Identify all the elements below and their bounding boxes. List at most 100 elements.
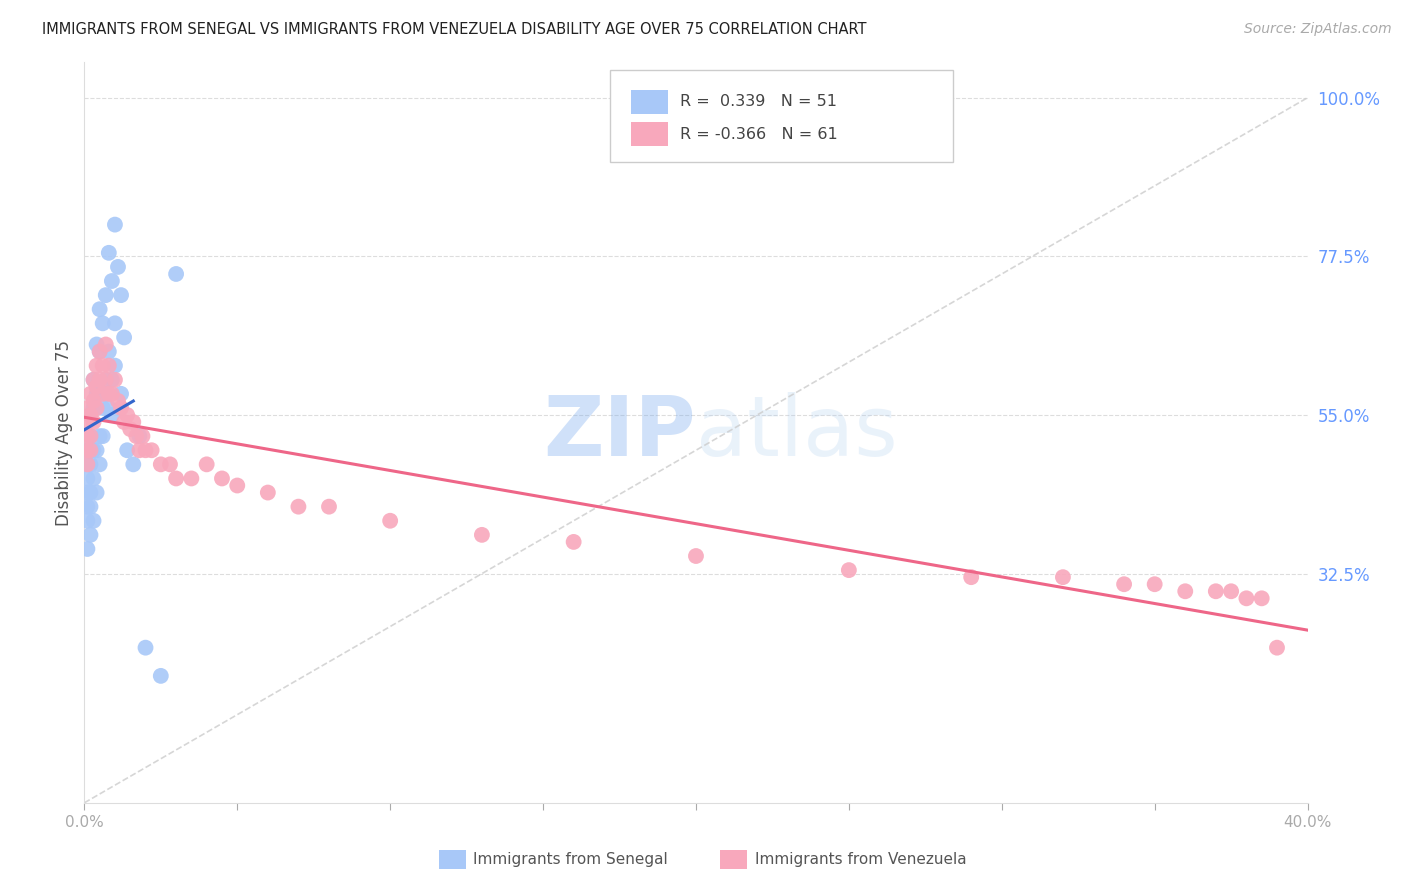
Point	[101, 408, 124, 422]
Point	[89, 429, 111, 443]
Point	[112, 415, 135, 429]
Point	[86, 443, 108, 458]
Text: R = -0.366   N = 61: R = -0.366 N = 61	[681, 127, 838, 142]
Point	[89, 373, 111, 387]
FancyBboxPatch shape	[631, 122, 668, 146]
Point	[128, 429, 150, 443]
Point	[79, 429, 101, 443]
Text: atlas: atlas	[696, 392, 897, 473]
Point	[110, 401, 132, 415]
Point	[86, 359, 108, 373]
Point	[211, 471, 233, 485]
Point	[94, 288, 117, 302]
Point	[86, 337, 108, 351]
FancyBboxPatch shape	[439, 850, 465, 870]
Point	[79, 408, 101, 422]
Point	[76, 485, 98, 500]
Point	[159, 458, 181, 472]
Point	[104, 359, 127, 373]
Point	[79, 528, 101, 542]
Text: ZIP: ZIP	[544, 392, 696, 473]
Point	[180, 471, 202, 485]
Point	[94, 337, 117, 351]
Point	[1114, 577, 1136, 591]
Point	[1205, 584, 1227, 599]
Point	[287, 500, 309, 514]
Point	[141, 443, 163, 458]
Point	[120, 422, 142, 436]
Point	[115, 408, 138, 422]
Point	[149, 669, 172, 683]
Point	[101, 387, 124, 401]
FancyBboxPatch shape	[720, 850, 748, 870]
Y-axis label: Disability Age Over 75: Disability Age Over 75	[55, 340, 73, 525]
Point	[86, 380, 108, 394]
Point	[97, 359, 120, 373]
Point	[94, 387, 117, 401]
Point	[960, 570, 983, 584]
Point	[76, 471, 98, 485]
Point	[79, 485, 101, 500]
Point	[91, 401, 114, 415]
Point	[685, 549, 707, 563]
Point	[79, 443, 101, 458]
Point	[135, 640, 157, 655]
Point	[89, 458, 111, 472]
Point	[165, 267, 187, 281]
Point	[107, 260, 129, 274]
Point	[257, 485, 280, 500]
Point	[110, 387, 132, 401]
Point	[112, 330, 135, 344]
Point	[97, 387, 120, 401]
Point	[76, 458, 98, 472]
Point	[91, 316, 114, 330]
Text: IMMIGRANTS FROM SENEGAL VS IMMIGRANTS FROM VENEZUELA DISABILITY AGE OVER 75 CORR: IMMIGRANTS FROM SENEGAL VS IMMIGRANTS FR…	[42, 22, 866, 37]
Point	[97, 344, 120, 359]
Point	[131, 429, 153, 443]
Point	[79, 429, 101, 443]
Point	[838, 563, 860, 577]
Point	[104, 373, 127, 387]
Point	[76, 458, 98, 472]
Point	[101, 373, 124, 387]
Point	[471, 528, 494, 542]
Point	[86, 401, 108, 415]
FancyBboxPatch shape	[610, 70, 953, 162]
Point	[104, 316, 127, 330]
Point	[115, 443, 138, 458]
Point	[91, 429, 114, 443]
Point	[122, 458, 145, 472]
Point	[83, 471, 105, 485]
Point	[83, 393, 105, 408]
Point	[135, 443, 157, 458]
Point	[86, 387, 108, 401]
Point	[125, 429, 148, 443]
Text: Source: ZipAtlas.com: Source: ZipAtlas.com	[1244, 22, 1392, 37]
Point	[76, 443, 98, 458]
Point	[83, 443, 105, 458]
Point	[128, 443, 150, 458]
Point	[1265, 640, 1288, 655]
Point	[83, 514, 105, 528]
Point	[94, 373, 117, 387]
Point	[79, 500, 101, 514]
Point	[76, 514, 98, 528]
Point	[76, 541, 98, 556]
Point	[562, 535, 585, 549]
Point	[122, 415, 145, 429]
Point	[1174, 584, 1197, 599]
Point	[79, 387, 101, 401]
Point	[91, 359, 114, 373]
Point	[79, 458, 101, 472]
Point	[165, 471, 187, 485]
Point	[76, 429, 98, 443]
Point	[1236, 591, 1258, 606]
Point	[97, 245, 120, 260]
Point	[1143, 577, 1166, 591]
Point	[89, 302, 111, 317]
Point	[76, 443, 98, 458]
Point	[110, 288, 132, 302]
Point	[76, 401, 98, 415]
Point	[83, 373, 105, 387]
Point	[1052, 570, 1074, 584]
